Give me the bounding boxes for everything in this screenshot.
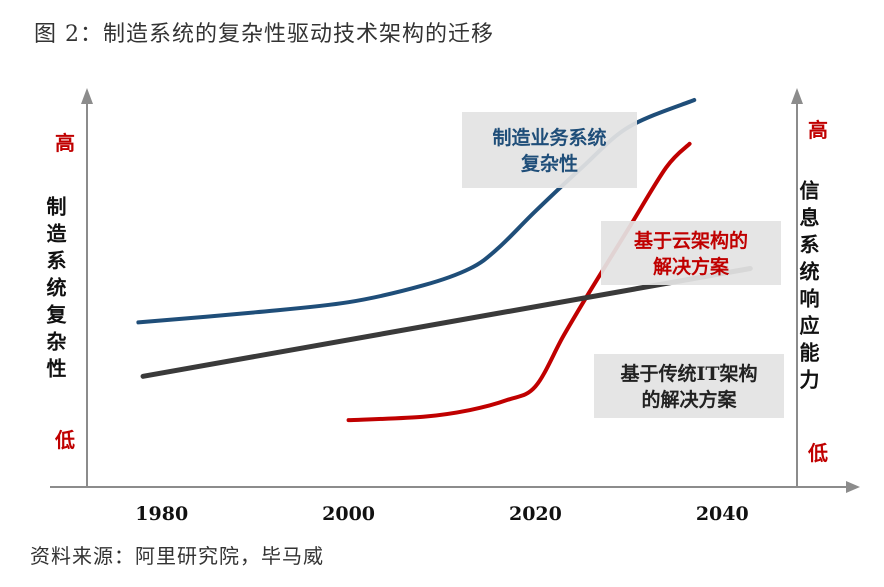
right-axis-low-label: 低	[807, 441, 828, 465]
x-tick-label: 2000	[322, 503, 375, 525]
callout-box	[601, 221, 781, 285]
callout-box	[594, 354, 784, 418]
x-tick-label: 1980	[135, 503, 188, 525]
callout-text: 解决方案	[653, 255, 730, 278]
left-axis-arrow	[81, 88, 93, 104]
source-note: 资料来源：阿里研究院，毕马威	[30, 544, 324, 568]
left-axis-low-label: 低	[54, 428, 75, 452]
right-axis-arrow	[791, 88, 803, 104]
series-line-traditional-it	[140, 266, 753, 379]
callout-text: 的解决方案	[641, 388, 737, 411]
x-axis-arrow	[846, 481, 860, 493]
left-axis-title: 制造系统复杂性	[43, 196, 67, 385]
callout-box	[462, 112, 637, 188]
callout-text: 基于云架构的	[633, 229, 748, 252]
callout-text: 基于传统IT架构	[619, 362, 757, 385]
callout-text: 制造业务系统	[492, 126, 606, 149]
x-tick-label: 2040	[696, 503, 749, 525]
right-axis-title: 信息系统响应能力	[796, 179, 820, 396]
callout-text: 复杂性	[520, 152, 578, 175]
series-line-cloud-solution	[346, 141, 692, 423]
x-tick-label: 2020	[509, 503, 562, 525]
left-axis-high-label: 高	[55, 131, 75, 155]
figure-title: 图 2：制造系统的复杂性驱动技术架构的迁移	[34, 22, 494, 47]
right-axis-high-label: 高	[808, 118, 828, 142]
